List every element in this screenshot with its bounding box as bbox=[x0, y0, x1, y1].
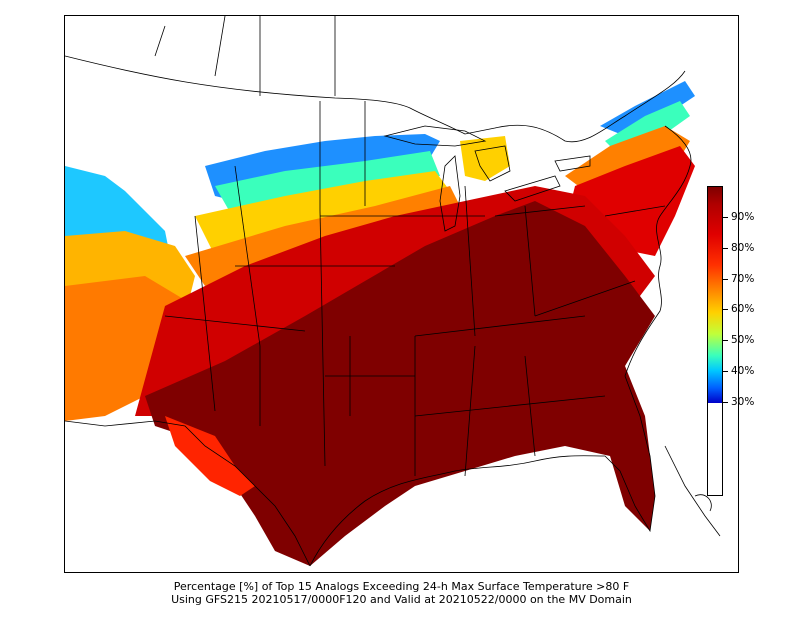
lake-huron bbox=[474, 145, 511, 182]
colorbar-tick-40 bbox=[723, 371, 728, 372]
colorbar-label-60: 60% bbox=[731, 303, 755, 315]
colorbar-label-30: 30% bbox=[731, 396, 755, 408]
lake-erie bbox=[504, 175, 561, 202]
state-line-12 bbox=[414, 315, 586, 337]
colorbar-label-50: 50% bbox=[731, 334, 755, 346]
field-red-southwest bbox=[165, 416, 255, 496]
field-orange-northeast bbox=[565, 126, 690, 191]
colorbar-label-80: 80% bbox=[731, 242, 755, 254]
us-mexico-border bbox=[65, 420, 311, 567]
gulf-coast bbox=[309, 375, 656, 567]
bahamas-outline bbox=[694, 494, 712, 512]
map-canvas bbox=[65, 16, 721, 567]
figure-caption: Percentage [%] of Top 15 Analogs Exceedi… bbox=[64, 580, 739, 606]
caption-line-2: Using GFS215 20210517/0000F120 and Valid… bbox=[171, 593, 632, 606]
field-yellow-lakes bbox=[460, 136, 510, 181]
map-borders bbox=[65, 16, 721, 567]
us-canada-border bbox=[65, 55, 686, 143]
map-panel bbox=[64, 15, 739, 573]
colorbar-tick-30 bbox=[723, 402, 728, 403]
field-orange-north bbox=[185, 186, 460, 286]
florida-keys-coast bbox=[664, 445, 721, 537]
state-line-2 bbox=[234, 165, 261, 347]
caption-line-1: Percentage [%] of Top 15 Analogs Exceedi… bbox=[173, 580, 630, 593]
atlantic-coast bbox=[624, 125, 692, 377]
lake-superior bbox=[383, 125, 487, 147]
colorbar-tick-90 bbox=[723, 217, 728, 218]
state-line-22 bbox=[604, 205, 666, 217]
lake-michigan bbox=[439, 155, 461, 232]
probability-field bbox=[65, 81, 695, 566]
colorbar-label-40: 40% bbox=[731, 365, 755, 377]
state-line-4 bbox=[319, 210, 326, 467]
colorbar-label-90: 90% bbox=[731, 211, 755, 223]
state-line-5 bbox=[164, 315, 306, 332]
state-line-24 bbox=[214, 16, 226, 77]
colorbar-label-70: 70% bbox=[731, 273, 755, 285]
state-line-13 bbox=[414, 395, 606, 417]
state-line-19 bbox=[524, 205, 536, 317]
state-line-1 bbox=[194, 215, 216, 412]
colorbar-tick-50 bbox=[723, 340, 728, 341]
colorbar-tick-70 bbox=[723, 279, 728, 280]
state-line-21 bbox=[534, 280, 636, 317]
colorbar-tick-80 bbox=[723, 248, 728, 249]
colorbar bbox=[707, 186, 723, 496]
state-line-15 bbox=[524, 355, 536, 457]
colorbar-gradient bbox=[708, 187, 722, 403]
state-line-20 bbox=[494, 205, 586, 217]
state-line-18 bbox=[464, 185, 476, 337]
field-blue-northeast bbox=[600, 81, 695, 136]
field-darkred-core bbox=[145, 201, 655, 566]
lake-ontario bbox=[554, 155, 591, 172]
state-line-14 bbox=[464, 345, 476, 477]
colorbar-tick-60 bbox=[723, 309, 728, 310]
state-line-23 bbox=[154, 25, 166, 57]
